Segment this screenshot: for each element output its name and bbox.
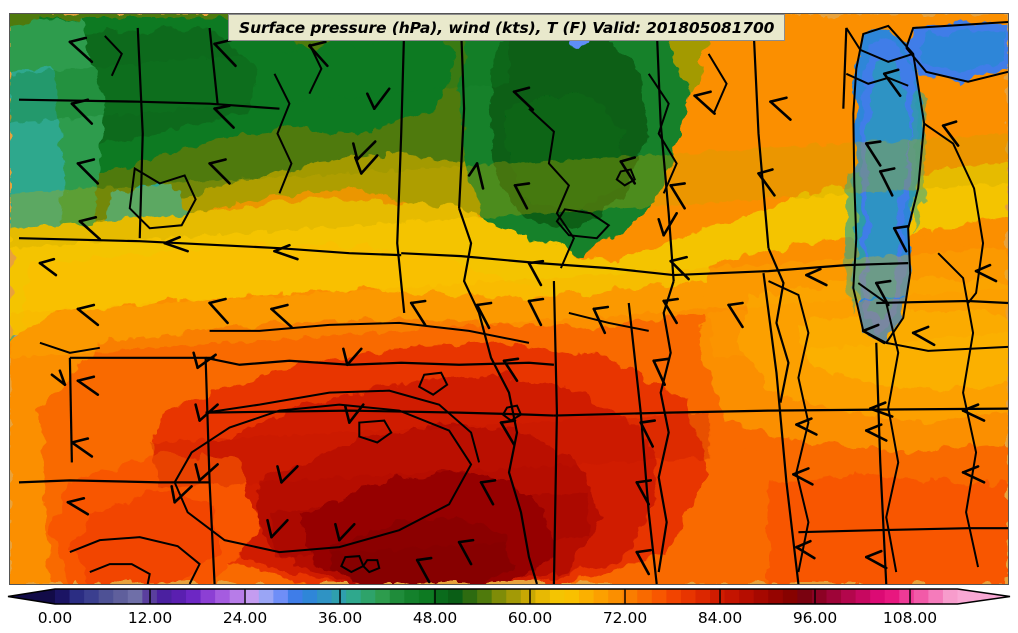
colorbar-segment [593, 589, 609, 604]
colorbar-under-arrow [8, 589, 55, 604]
colorbar-segment [477, 589, 493, 604]
colorbar-segment [535, 589, 551, 604]
colorbar-segment [287, 589, 304, 604]
colorbar-segment [870, 589, 886, 604]
colorbar-segment [797, 589, 813, 604]
colorbar-segment [375, 589, 391, 604]
colorbar-segment [637, 589, 653, 604]
colorbar-segment [855, 589, 871, 604]
colorbar-segment [753, 589, 769, 604]
wind-barbs [38, 36, 998, 584]
colorbar-segment [127, 589, 143, 604]
state-boundaries [18, 20, 1008, 584]
colorbar-segment [491, 589, 507, 604]
colorbar-segment [724, 589, 740, 604]
colorbar-tick-label: 60.00 [508, 609, 552, 627]
colorbar-segment [710, 589, 726, 604]
colorbar-segment [98, 589, 114, 604]
colorbar-segment [841, 589, 857, 604]
colorbar-segment [273, 589, 289, 604]
map-title-box: Surface pressure (hPa), wind (kts), T (F… [228, 14, 786, 41]
colorbar-segment [171, 589, 187, 604]
colorbar-segment [462, 589, 478, 604]
colorbar-segment [695, 589, 711, 604]
colorbar-outline [7, 588, 1011, 605]
colorbar-tick-label: 24.00 [223, 609, 267, 627]
colorbar-segment [782, 589, 798, 604]
colorbar-segment [520, 589, 536, 604]
colorbar-segment [113, 589, 129, 604]
colorbar-segment [389, 589, 405, 604]
colorbar-segment [651, 589, 667, 604]
colorbar-segment [549, 589, 566, 604]
colorbar-segment [506, 589, 522, 604]
colorbar-segment [360, 589, 376, 604]
colorbar[interactable]: 0.00 12.00 24.00 36.00 48.00 60.00 72.00 84.00 9… [0, 588, 1018, 633]
colorbar-tick-label: 84.00 [698, 609, 742, 627]
colorbar-segment [229, 589, 245, 604]
colorbar-segment [622, 589, 638, 604]
colorbar-tick-label: 48.00 [413, 609, 457, 627]
colorbar-tick-label: 36.00 [318, 609, 362, 627]
colorbar-segment [448, 589, 464, 604]
colorbar-segment [739, 589, 755, 604]
colorbar-segment [258, 589, 274, 604]
colorbar-segment [433, 589, 449, 604]
colorbar-tick-label: 96.00 [793, 609, 837, 627]
colorbar-tick-label: 72.00 [603, 609, 647, 627]
colorbar-segment [156, 589, 173, 604]
colorbar-segment [186, 589, 202, 604]
colorbar-segment [608, 589, 624, 604]
colorbar-segment [346, 589, 362, 604]
colorbar-segment [418, 589, 435, 604]
colorbar-ticks [149, 589, 911, 604]
colorbar-segment [215, 589, 231, 604]
pressure-contours [39, 35, 980, 584]
colorbar-segment [826, 589, 842, 604]
colorbar-tick-label: 108.00 [883, 609, 937, 627]
map-frame[interactable] [9, 13, 1009, 585]
colorbar-segment [899, 589, 915, 604]
colorbar-tick-labels: 0.00 12.00 24.00 36.00 48.00 60.00 72.00 84.00 9… [38, 609, 937, 627]
colorbar-segment [244, 589, 260, 604]
colorbar-segment [200, 589, 216, 604]
colorbar-segment [680, 589, 697, 604]
colorbar-segment [811, 589, 828, 604]
colorbar-segment [331, 589, 347, 604]
colorbar-segment [69, 589, 85, 604]
temperature-map[interactable] [10, 14, 1008, 584]
colorbar-segment [913, 589, 929, 604]
colorbar-segment [55, 589, 71, 604]
colorbar-segment [884, 589, 900, 604]
colorbar-segment [928, 589, 944, 604]
colorbar-segment [666, 589, 682, 604]
map-title-text: Surface pressure (hPa), wind (kts), T (F… [239, 18, 775, 37]
colorbar-segment [579, 589, 595, 604]
colorbar-segment [317, 589, 333, 604]
colorbar-segment [768, 589, 784, 604]
colorbar-segment [404, 589, 420, 604]
colorbar-segment [564, 589, 580, 604]
colorbar-over-arrow [957, 589, 1010, 604]
colorbar-tick-label: 12.00 [128, 609, 172, 627]
colorbar-segment [302, 589, 318, 604]
colorbar-segment [84, 589, 100, 604]
colorbar-swatches [8, 589, 1010, 604]
colorbar-segment [942, 589, 959, 604]
colorbar-tick-label: 0.00 [38, 609, 73, 627]
